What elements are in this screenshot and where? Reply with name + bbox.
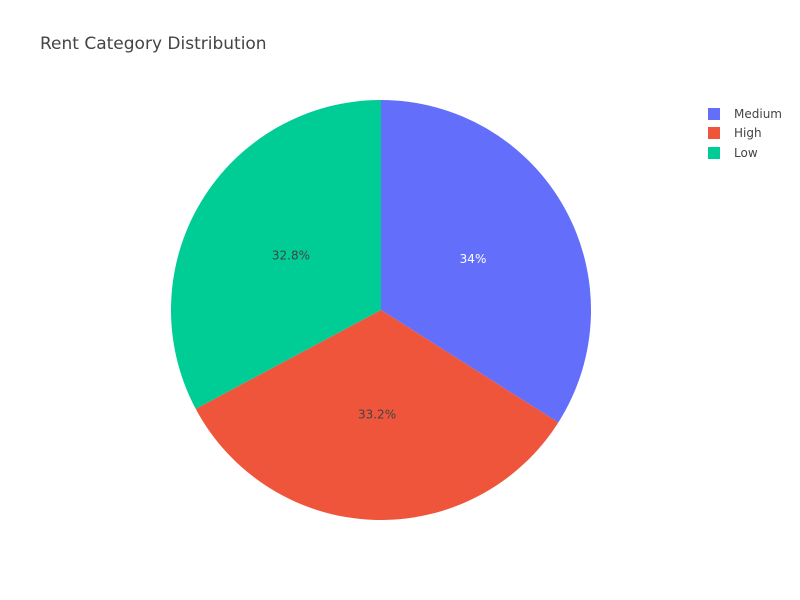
- pie-slices: [170, 100, 591, 520]
- legend-item-low[interactable]: Low: [708, 143, 782, 163]
- pie-slice-low[interactable]: [170, 100, 381, 409]
- pie-slice-label-high: 33.2%: [358, 407, 396, 421]
- legend-label-medium: Medium: [734, 106, 782, 121]
- legend: Medium High Low: [708, 104, 782, 163]
- legend-swatch-high: [708, 127, 720, 140]
- pie-slice-labels: 34% 33.2% 32.8%: [272, 248, 486, 421]
- legend-swatch-medium: [708, 107, 720, 120]
- pie-slice-high[interactable]: [195, 310, 559, 520]
- legend-label-low: Low: [734, 145, 758, 160]
- legend-label-high: High: [734, 126, 762, 141]
- legend-item-high[interactable]: High: [708, 124, 782, 144]
- legend-swatch-low: [708, 146, 720, 159]
- chart-title: Rent Category Distribution: [40, 34, 267, 54]
- legend-item-medium[interactable]: Medium: [708, 104, 782, 124]
- pie-slice-medium[interactable]: [381, 100, 591, 423]
- pie-slice-label-low: 32.8%: [272, 248, 310, 262]
- pie-slice-label-medium: 34%: [460, 252, 487, 266]
